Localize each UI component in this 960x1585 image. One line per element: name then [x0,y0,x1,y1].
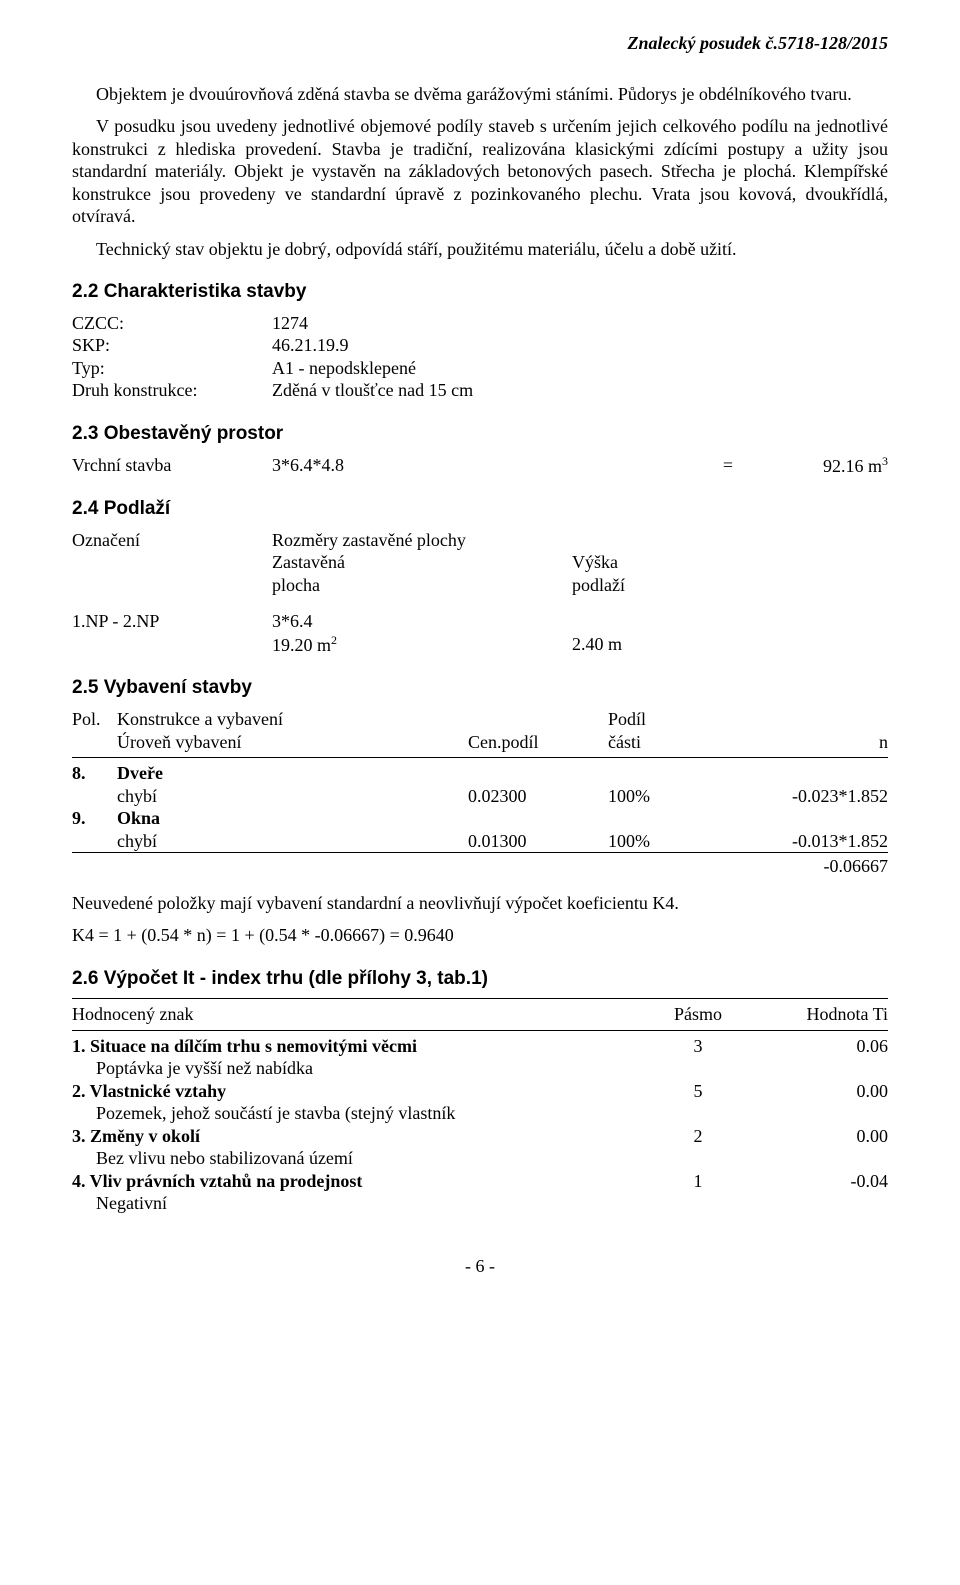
kv-val: 1274 [272,312,888,335]
kv-val: Zděná v tloušťce nad 15 cm [272,379,888,402]
obest-expr: 3*6.4*4.8 [272,454,698,478]
vy-h5: n [728,731,888,754]
pd-head-2c: plocha [272,574,572,597]
intro-para-3: Technický stav objektu je dobrý, odpovíd… [72,238,888,261]
heading-2-2: 2.2 Charakteristika stavby [72,280,888,304]
it-title: 2. Vlastnické vztahy [72,1080,648,1103]
obest-label: Vrchní stavba [72,454,272,478]
pd-row-height: 2.40 m [572,633,772,657]
it-pasmo: 3 [648,1035,748,1058]
it-item: 4. Vliv právních vztahů na prodejnost 1 … [72,1170,888,1193]
vy-h3: Cen.podíl [468,731,608,754]
pd-row-label: 1.NP - 2.NP [72,610,272,633]
pd-head-3c: podlaží [572,574,772,597]
it-head: Hodnocený znak Pásmo Hodnota Ti [72,1003,888,1026]
total-n: -0.06667 [728,855,888,878]
heading-2-5: 2.5 Vybavení stavby [72,676,888,700]
item-n: -0.013*1.852 [728,830,888,853]
page-number: - 6 - [72,1255,888,1278]
item-cen: 0.02300 [468,785,608,808]
vy-h2b: Úroveň vybavení [117,731,468,754]
kv-key: CZCC: [72,312,272,335]
char-table: CZCC:1274 SKP:46.21.19.9 Typ:A1 - nepods… [72,312,888,402]
it-title: 4. Vliv právních vztahů na prodejnost [72,1170,648,1193]
it-hodnota: 0.00 [748,1080,888,1103]
vy-h2a: Konstrukce a vybavení [117,708,468,731]
item-n: -0.023*1.852 [728,785,888,808]
pd-head-3b: Výška [572,551,772,574]
item-level: chybí [72,830,468,853]
separator [72,1030,888,1031]
kv-val: 46.21.19.9 [272,334,888,357]
heading-2-3: 2.3 Obestavěný prostor [72,422,888,446]
it-sub: Pozemek, jehož součástí je stavba (stejn… [72,1102,888,1125]
pd-row-area: 19.20 m2 [272,633,572,657]
kv-val: A1 - nepodsklepené [272,357,888,380]
kv-key: Druh konstrukce: [72,379,272,402]
vy-h4a: Podíl [608,708,728,731]
it-item: 2. Vlastnické vztahy 5 0.00 [72,1080,888,1103]
it-hodnota: -0.04 [748,1170,888,1193]
item-podil: 100% [608,785,728,808]
kv-key: SKP: [72,334,272,357]
it-h3: Hodnota Ti [748,1003,888,1026]
it-item: 3. Změny v okolí 2 0.00 [72,1125,888,1148]
total-row: -0.06667 [72,852,888,878]
item-level: chybí [72,785,468,808]
heading-2-4: 2.4 Podlaží [72,497,888,521]
doc-header: Znalecký posudek č.5718-128/2015 [72,32,888,55]
obest-row: Vrchní stavba 3*6.4*4.8 = 92.16 m3 [72,454,888,478]
separator [72,998,888,999]
it-sub: Bez vlivu nebo stabilizovaná území [72,1147,888,1170]
it-title: 1. Situace na dílčím trhu s nemovitými v… [72,1035,648,1058]
k4-note: Neuvedené položky mají vybavení standard… [72,892,888,915]
pd-row-expr: 3*6.4 [272,610,572,633]
it-pasmo: 1 [648,1170,748,1193]
item-cen: 0.01300 [468,830,608,853]
pd-head-2a: Rozměry zastavěné plochy [272,529,572,552]
item-name: Dveře [117,762,468,785]
vybaveni-table: Pol. Konstrukce a vybavení Podíl Úroveň … [72,708,888,878]
intro-para-2: V posudku jsou uvedeny jednotlivé objemo… [72,115,888,228]
it-h2: Pásmo [648,1003,748,1026]
item-name: Okna [117,807,468,830]
item-num: 9. [72,807,117,830]
vy-h1: Pol. [72,708,117,731]
kv-key: Typ: [72,357,272,380]
pd-head-2b: Zastavěná [272,551,572,574]
item-num: 8. [72,762,117,785]
intro-para-1: Objektem je dvouúrovňová zděná stavba se… [72,83,888,106]
obest-val: 92.16 m3 [758,454,888,478]
k4-formula: K4 = 1 + (0.54 * n) = 1 + (0.54 * -0.066… [72,924,888,947]
obest-eq: = [698,454,758,478]
vy-h4b: části [608,731,728,754]
it-pasmo: 5 [648,1080,748,1103]
separator [72,757,888,758]
podlazi-table: Označení Rozměry zastavěné plochy Zastav… [72,529,888,657]
it-hodnota: 0.06 [748,1035,888,1058]
heading-2-6: 2.6 Výpočet It - index trhu (dle přílohy… [72,967,888,991]
it-pasmo: 2 [648,1125,748,1148]
it-hodnota: 0.00 [748,1125,888,1148]
it-title: 3. Změny v okolí [72,1125,648,1148]
item-podil: 100% [608,830,728,853]
it-item: 1. Situace na dílčím trhu s nemovitými v… [72,1035,888,1058]
it-sub: Negativní [72,1192,888,1215]
pd-head-1: Označení [72,529,272,552]
it-h1: Hodnocený znak [72,1003,648,1026]
it-sub: Poptávka je vyšší než nabídka [72,1057,888,1080]
